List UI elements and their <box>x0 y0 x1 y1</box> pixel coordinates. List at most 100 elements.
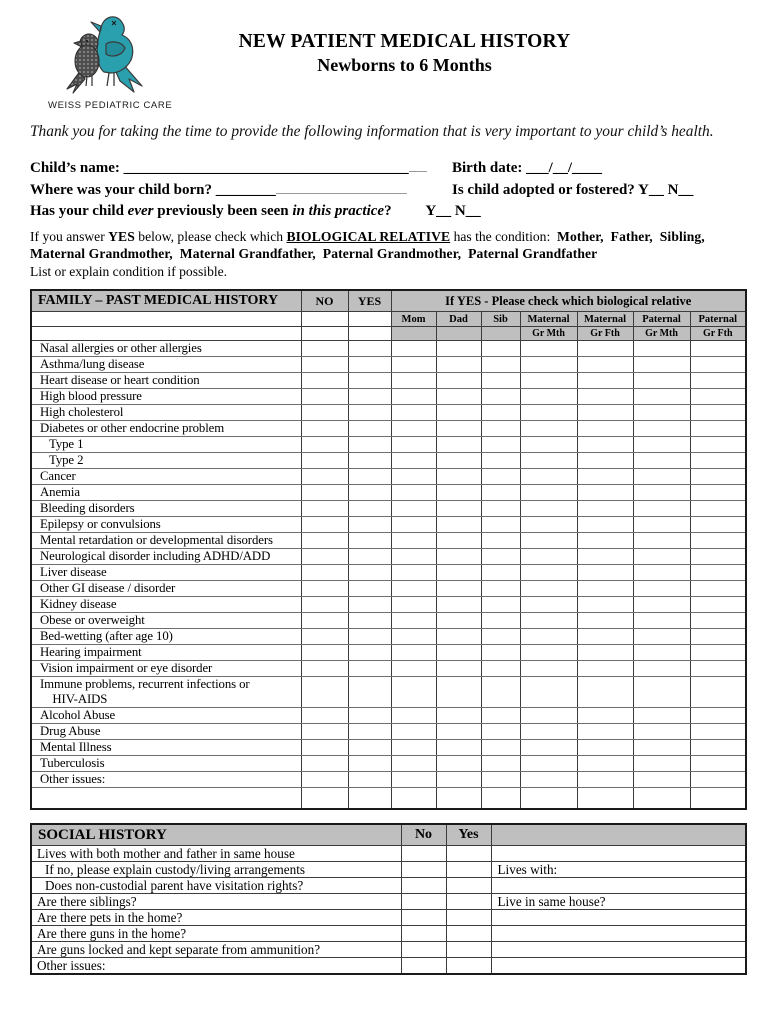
mom-check-cell[interactable] <box>390 388 437 406</box>
maternal-grandfather-check-cell[interactable] <box>576 468 634 486</box>
yes-check-cell[interactable] <box>445 925 492 943</box>
no-check-cell[interactable] <box>300 676 349 709</box>
mom-check-cell[interactable] <box>390 660 437 678</box>
dad-check-cell[interactable] <box>435 532 482 550</box>
maternal-grandmother-check-cell[interactable] <box>519 388 578 406</box>
no-check-cell[interactable] <box>300 771 349 789</box>
paternal-grandfather-check-cell[interactable] <box>689 676 747 709</box>
maternal-grandfather-check-cell[interactable] <box>576 388 634 406</box>
paternal-grandfather-check-cell[interactable] <box>689 404 747 422</box>
write-in-cell[interactable]: Lives with: <box>490 861 747 879</box>
maternal-grandmother-check-cell[interactable] <box>519 532 578 550</box>
mom-check-cell[interactable] <box>390 484 437 502</box>
paternal-grandfather-check-cell[interactable] <box>689 644 747 662</box>
paternal-grandfather-check-cell[interactable] <box>689 468 747 486</box>
paternal-grandfather-check-cell[interactable] <box>689 739 747 757</box>
sib-check-cell[interactable] <box>480 404 521 422</box>
yes-check-cell[interactable] <box>347 676 392 709</box>
no-check-cell[interactable] <box>300 420 349 438</box>
no-check-cell[interactable] <box>400 845 447 863</box>
dad-check-cell[interactable] <box>435 755 482 773</box>
maternal-grandfather-check-cell[interactable] <box>576 452 634 470</box>
maternal-grandfather-check-cell[interactable] <box>576 723 634 741</box>
mom-check-cell[interactable] <box>390 612 437 630</box>
maternal-grandmother-check-cell[interactable] <box>519 516 578 534</box>
maternal-grandmother-check-cell[interactable] <box>519 564 578 582</box>
maternal-grandfather-check-cell[interactable] <box>576 596 634 614</box>
write-in-cell[interactable] <box>490 909 747 927</box>
mom-check-cell[interactable] <box>390 771 437 789</box>
maternal-grandmother-check-cell[interactable] <box>519 707 578 725</box>
mom-check-cell[interactable] <box>390 516 437 534</box>
yes-check-cell[interactable] <box>445 893 492 911</box>
maternal-grandfather-check-cell[interactable] <box>576 484 634 502</box>
maternal-grandfather-check-cell[interactable] <box>576 356 634 374</box>
dad-check-cell[interactable] <box>435 452 482 470</box>
paternal-grandmother-check-cell[interactable] <box>632 771 691 789</box>
no-check-cell[interactable] <box>300 452 349 470</box>
paternal-grandfather-check-cell[interactable] <box>689 707 747 725</box>
sib-check-cell[interactable] <box>480 532 521 550</box>
paternal-grandfather-check-cell[interactable] <box>689 452 747 470</box>
sib-check-cell[interactable] <box>480 452 521 470</box>
mom-check-cell[interactable] <box>390 340 437 358</box>
dad-check-cell[interactable] <box>435 340 482 358</box>
yes-check-cell[interactable] <box>347 436 392 454</box>
maternal-grandmother-check-cell[interactable] <box>519 500 578 518</box>
maternal-grandmother-check-cell[interactable] <box>519 676 578 709</box>
no-check-cell[interactable] <box>300 356 349 374</box>
paternal-grandmother-check-cell[interactable] <box>632 356 691 374</box>
paternal-grandmother-check-cell[interactable] <box>632 644 691 662</box>
mom-check-cell[interactable] <box>390 676 437 709</box>
dad-check-cell[interactable] <box>435 420 482 438</box>
paternal-grandmother-check-cell[interactable] <box>632 468 691 486</box>
no-check-cell[interactable] <box>300 612 349 630</box>
maternal-grandfather-check-cell[interactable] <box>576 580 634 598</box>
sib-check-cell[interactable] <box>480 596 521 614</box>
where-born-blank-tail[interactable] <box>275 181 407 194</box>
maternal-grandfather-check-cell[interactable] <box>576 660 634 678</box>
sib-check-cell[interactable] <box>480 564 521 582</box>
paternal-grandfather-check-cell[interactable] <box>689 548 747 566</box>
mom-check-cell[interactable] <box>390 468 437 486</box>
paternal-grandmother-check-cell[interactable] <box>632 707 691 725</box>
paternal-grandfather-check-cell[interactable] <box>689 755 747 773</box>
paternal-grandfather-check-cell[interactable] <box>689 628 747 646</box>
paternal-grandmother-check-cell[interactable] <box>632 660 691 678</box>
sib-check-cell[interactable] <box>480 580 521 598</box>
paternal-grandmother-check-cell[interactable] <box>632 404 691 422</box>
no-check-cell[interactable] <box>300 723 349 741</box>
sib-check-cell[interactable] <box>480 755 521 773</box>
adopted-yn-blank[interactable]: Y__ N__ <box>638 181 694 198</box>
no-check-cell[interactable] <box>300 516 349 534</box>
maternal-grandmother-check-cell[interactable] <box>519 787 578 810</box>
yes-check-cell[interactable] <box>347 739 392 757</box>
no-check-cell[interactable] <box>400 893 447 911</box>
yes-check-cell[interactable] <box>347 660 392 678</box>
dad-check-cell[interactable] <box>435 356 482 374</box>
mom-check-cell[interactable] <box>390 436 437 454</box>
sib-check-cell[interactable] <box>480 420 521 438</box>
paternal-grandfather-check-cell[interactable] <box>689 532 747 550</box>
mom-check-cell[interactable] <box>390 532 437 550</box>
mom-check-cell[interactable] <box>390 723 437 741</box>
paternal-grandfather-check-cell[interactable] <box>689 612 747 630</box>
sib-check-cell[interactable] <box>480 468 521 486</box>
no-check-cell[interactable] <box>400 909 447 927</box>
dad-check-cell[interactable] <box>435 596 482 614</box>
paternal-grandmother-check-cell[interactable] <box>632 340 691 358</box>
maternal-grandmother-check-cell[interactable] <box>519 404 578 422</box>
maternal-grandfather-check-cell[interactable] <box>576 564 634 582</box>
mom-check-cell[interactable] <box>390 628 437 646</box>
yes-check-cell[interactable] <box>347 404 392 422</box>
yes-check-cell[interactable] <box>445 845 492 863</box>
child-name-blank-tail[interactable] <box>408 159 427 172</box>
dad-check-cell[interactable] <box>435 548 482 566</box>
dad-check-cell[interactable] <box>435 612 482 630</box>
dad-check-cell[interactable] <box>435 787 482 810</box>
mom-check-cell[interactable] <box>390 452 437 470</box>
yes-check-cell[interactable] <box>347 548 392 566</box>
prev-seen-yn-blank[interactable]: Y__ N__ <box>425 203 481 219</box>
where-born-blank[interactable]: ________ <box>215 181 276 198</box>
paternal-grandfather-check-cell[interactable] <box>689 340 747 358</box>
